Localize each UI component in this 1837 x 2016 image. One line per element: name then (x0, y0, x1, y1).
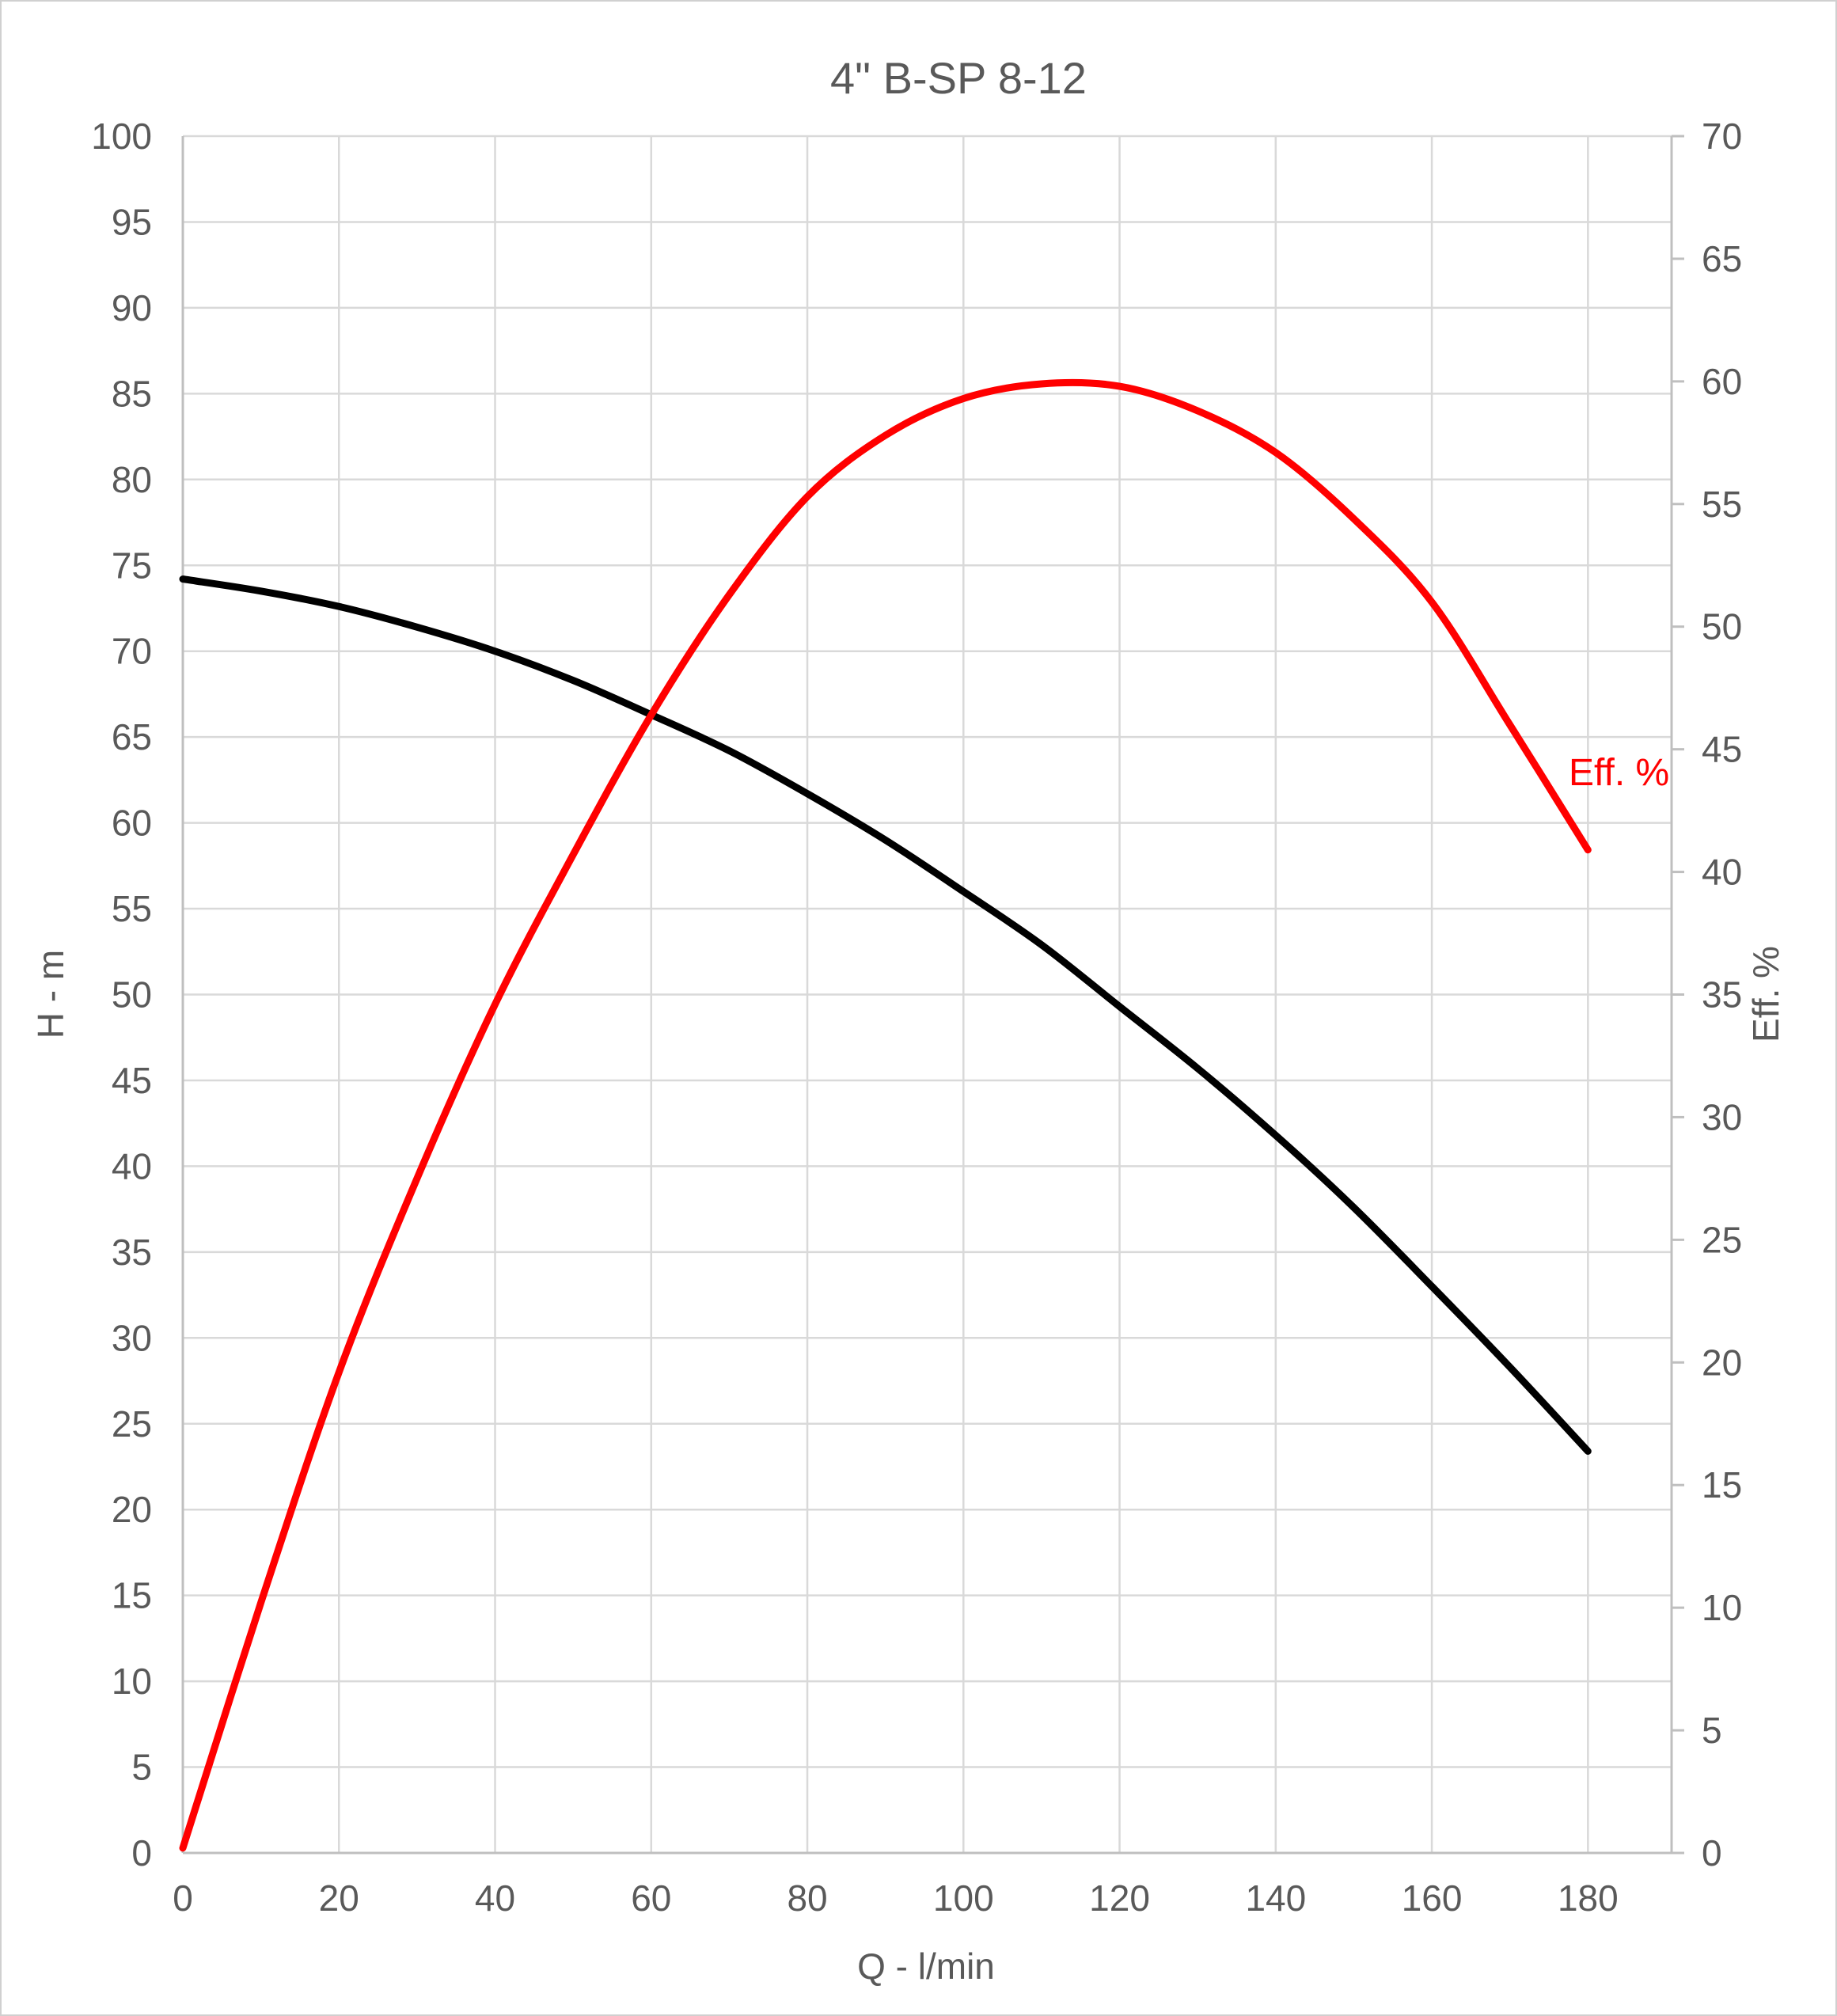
x-tick-label: 100 (933, 1877, 994, 1919)
x-tick-label: 20 (319, 1877, 359, 1919)
right-tick-label: 25 (1702, 1219, 1742, 1260)
x-axis-tick-labels: 0 20 40 60 80 100 120 140 160 180 (173, 1877, 1619, 1919)
right-axis-ticks (1672, 135, 1684, 1855)
left-tick-label: 50 (112, 974, 152, 1016)
right-tick-label: 20 (1702, 1342, 1742, 1383)
right-tick-label: 60 (1702, 361, 1742, 402)
left-tick-label: 90 (112, 287, 152, 328)
right-tick-label: 70 (1702, 116, 1742, 157)
right-tick-label: 45 (1702, 729, 1742, 770)
head-curve (179, 575, 1592, 1455)
left-tick-label: 10 (112, 1661, 152, 1702)
left-tick-label: 25 (112, 1403, 152, 1445)
x-tick-label: 160 (1402, 1877, 1463, 1919)
left-tick-label: 60 (112, 803, 152, 844)
left-axis-tick-labels: 0 5 10 15 20 25 30 35 40 45 50 55 60 65 70 75 80 85 90 95 10… (91, 116, 152, 1874)
x-tick-label: 0 (173, 1877, 193, 1919)
x-tick-label: 140 (1245, 1877, 1306, 1919)
right-tick-label: 65 (1702, 238, 1742, 279)
left-tick-label: 30 (112, 1317, 152, 1358)
left-tick-label: 80 (112, 459, 152, 500)
x-tick-label: 180 (1558, 1877, 1619, 1919)
left-tick-label: 0 (131, 1832, 152, 1874)
right-axis-tick-labels: 0 5 10 15 20 25 30 35 40 45 50 55 60 65 70 (1702, 116, 1742, 1874)
left-tick-label: 95 (112, 201, 152, 242)
right-tick-label: 5 (1702, 1710, 1722, 1751)
curves (179, 378, 1592, 1852)
left-tick-label: 75 (112, 545, 152, 586)
efficiency-curve (179, 378, 1592, 1852)
x-tick-label: 60 (631, 1877, 671, 1919)
x-tick-label: 120 (1089, 1877, 1150, 1919)
x-tick-label: 40 (475, 1877, 515, 1919)
left-tick-label: 35 (112, 1232, 152, 1273)
left-tick-label: 40 (112, 1145, 152, 1186)
right-tick-label: 0 (1702, 1832, 1722, 1874)
left-tick-label: 100 (91, 116, 152, 157)
x-axis-title: Q - l/min (857, 1946, 995, 1987)
left-tick-label: 85 (112, 373, 152, 414)
horizontal-gridlines (183, 135, 1672, 1855)
right-tick-label: 50 (1702, 606, 1742, 647)
left-tick-label: 5 (131, 1747, 152, 1788)
right-tick-label: 40 (1702, 852, 1742, 893)
left-tick-label: 45 (112, 1060, 152, 1101)
right-tick-label: 30 (1702, 1096, 1742, 1137)
left-tick-label: 15 (112, 1575, 152, 1616)
right-tick-label: 35 (1702, 974, 1742, 1016)
left-tick-label: 20 (112, 1489, 152, 1530)
right-tick-label: 15 (1702, 1464, 1742, 1505)
left-tick-label: 55 (112, 888, 152, 929)
left-tick-label: 65 (112, 716, 152, 757)
left-axis-title: H - m (30, 950, 71, 1038)
x-tick-label: 80 (787, 1877, 827, 1919)
right-tick-label: 55 (1702, 484, 1742, 525)
chart-title: 4" B-SP 8-12 (830, 53, 1087, 103)
right-tick-label: 10 (1702, 1587, 1742, 1628)
eff-curve-label: Eff. % (1569, 752, 1669, 794)
left-tick-label: 70 (112, 631, 152, 672)
right-axis-title: Eff. % (1745, 946, 1786, 1042)
